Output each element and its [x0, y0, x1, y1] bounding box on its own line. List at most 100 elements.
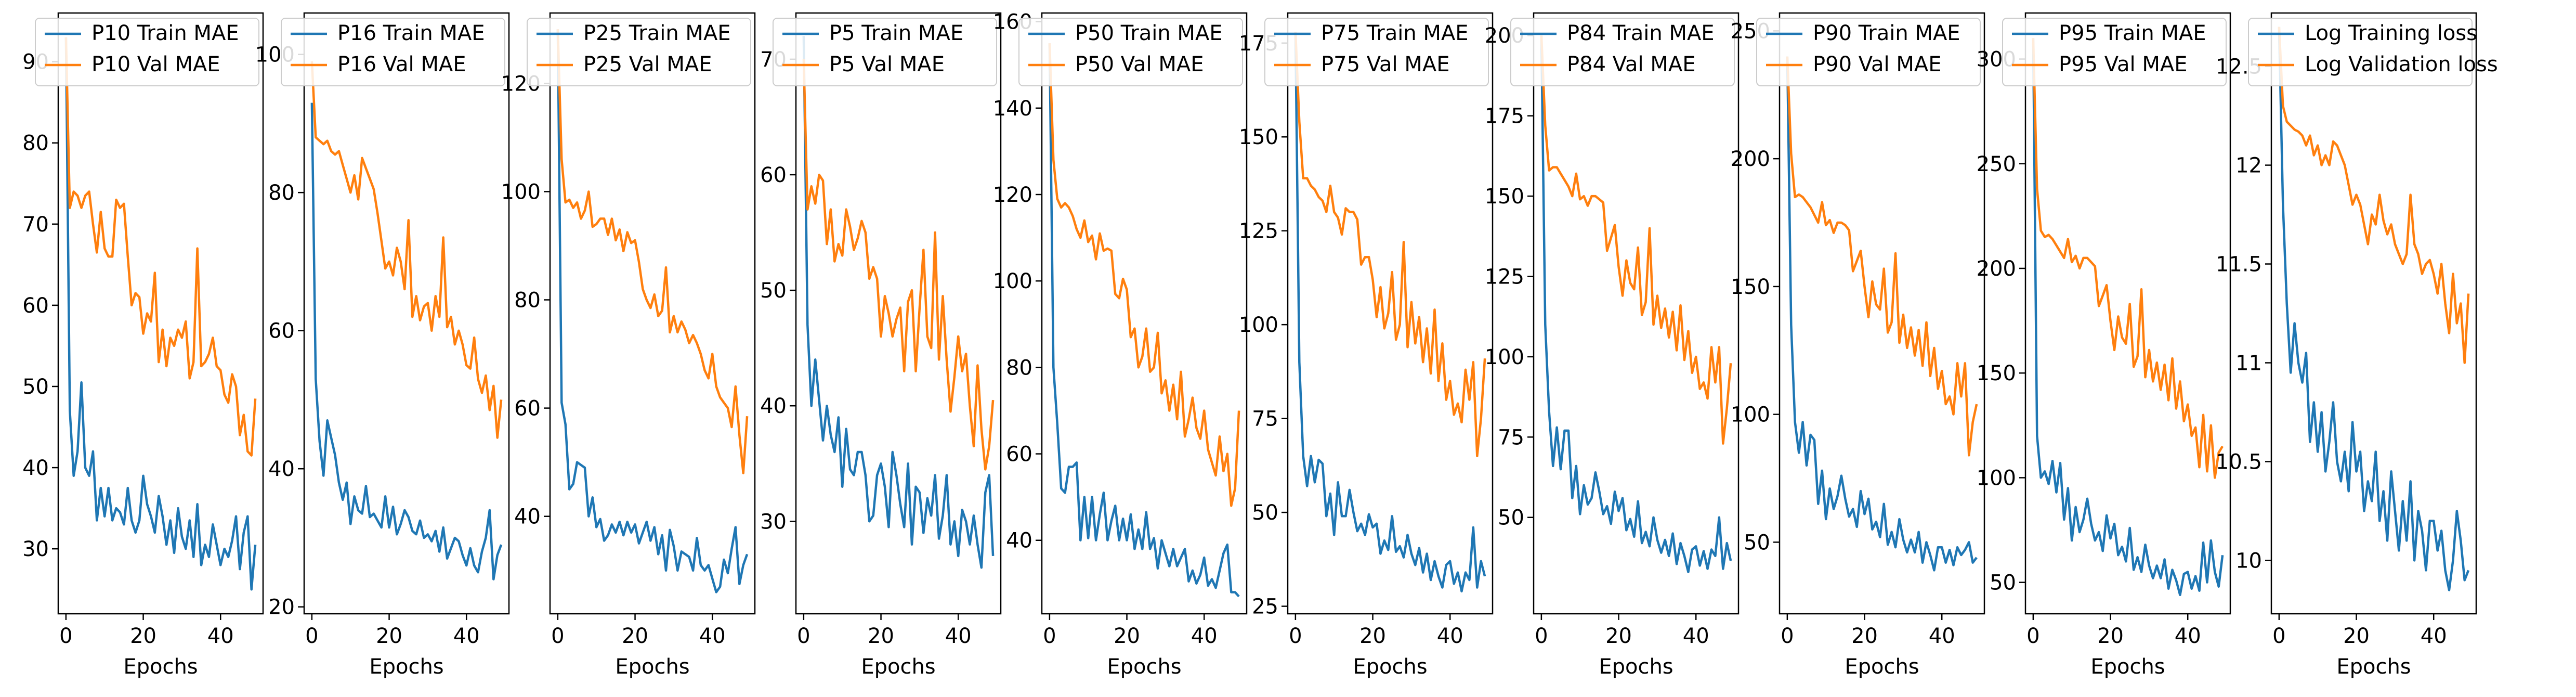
legend-box [35, 18, 259, 86]
legend: P16 Train MAE P16 Val MAE [281, 18, 505, 86]
legend-box [527, 18, 751, 86]
legend-entry: P84 Val MAE [1567, 53, 1695, 76]
x-tick-label: 0 [305, 624, 318, 648]
legend-entry: P16 Train MAE [337, 21, 485, 45]
x-tick-label: 40 [453, 624, 480, 648]
series-line-val [556, 29, 749, 474]
axes-frame [549, 12, 756, 615]
axes-frame [1287, 12, 1494, 615]
y-tick-label: 125 [1239, 220, 1278, 243]
y-tick-label: 50 [22, 375, 49, 399]
legend-entry: P25 Val MAE [583, 53, 712, 76]
x-tick-label: 40 [207, 624, 234, 648]
y-tick-label: 40 [1006, 529, 1032, 553]
axes-frame [2270, 12, 2477, 615]
y-tick-label: 50 [760, 279, 787, 303]
x-axis-label: Epochs [1353, 655, 1427, 679]
x-tick-label: 20 [1114, 624, 1140, 648]
y-tick-label: 60 [514, 397, 541, 421]
y-tick-label: 75 [1252, 407, 1278, 431]
x-tick-label: 20 [130, 624, 156, 648]
y-tick-label: 80 [1006, 356, 1032, 380]
x-axis-label: Epochs [123, 655, 198, 679]
x-axis-label: Epochs [1845, 655, 1919, 679]
y-tick-label: 150 [1731, 275, 1770, 299]
y-tick-label: 100 [1239, 313, 1278, 337]
series-line-val [1048, 43, 1240, 507]
x-tick-label: 0 [59, 624, 72, 648]
y-tick-label: 100 [993, 269, 1032, 293]
legend-entry: P90 Train MAE [1813, 21, 1960, 45]
series-line-train [2032, 38, 2224, 597]
y-tick-label: 50 [1498, 506, 1524, 530]
y-tick-label: 50 [1252, 501, 1278, 525]
y-tick-label: 11.5 [2216, 253, 2262, 277]
x-tick-label: 40 [1437, 624, 1463, 648]
y-tick-label: 30 [760, 510, 787, 534]
y-tick-label: 200 [1977, 257, 2016, 281]
y-tick-label: 150 [1977, 362, 2016, 385]
series-line-val [1786, 56, 1978, 457]
x-axis-label: Epochs [1599, 655, 1673, 679]
axes-frame [1779, 12, 1985, 615]
y-tick-label: 100 [501, 180, 541, 204]
legend-entry: P5 Val MAE [829, 53, 945, 76]
y-tick-label: 50 [1744, 531, 1770, 554]
legend-entry: P50 Val MAE [1075, 53, 1204, 76]
legend-box [2002, 18, 2227, 86]
y-tick-label: 25 [1252, 595, 1278, 619]
legend-entry: P5 Train MAE [829, 21, 963, 45]
x-axis-label: Epochs [615, 655, 689, 679]
series-line-val [64, 37, 257, 457]
x-tick-label: 40 [2421, 624, 2447, 648]
y-tick-label: 11 [2235, 351, 2262, 375]
y-tick-label: 80 [22, 132, 49, 156]
y-tick-label: 100 [1485, 345, 1524, 369]
legend-box [1018, 18, 1243, 86]
x-tick-label: 20 [1851, 624, 1878, 648]
axes-frame [795, 12, 1002, 615]
legend-entry: P95 Val MAE [2059, 53, 2187, 76]
legend: P10 Train MAE P10 Val MAE [35, 18, 259, 86]
y-tick-label: 60 [1006, 443, 1032, 467]
series-line-train [310, 102, 503, 580]
y-tick-label: 60 [268, 319, 295, 343]
legend-entry: P75 Train MAE [1321, 21, 1469, 45]
legend-entry: P84 Train MAE [1567, 21, 1715, 45]
legend-entry: P25 Train MAE [583, 21, 731, 45]
x-axis-label: Epochs [2336, 655, 2411, 679]
y-tick-label: 60 [22, 294, 49, 318]
legend-box [2248, 18, 2473, 86]
y-tick-label: 30 [22, 537, 49, 561]
legend: P95 Train MAE P95 Val MAE [2002, 18, 2227, 86]
x-tick-label: 0 [2026, 624, 2039, 648]
x-tick-label: 0 [2272, 624, 2285, 648]
legend-box [1756, 18, 1981, 86]
axes-frame [1041, 12, 1248, 615]
series-line-val [2278, 27, 2470, 364]
x-tick-label: 40 [1683, 624, 1709, 648]
legend-box [1264, 18, 1489, 86]
axes-frame [1533, 12, 1740, 615]
series-line-train [2278, 27, 2470, 591]
axes-frame [2024, 12, 2231, 615]
series-line-train [802, 36, 995, 569]
x-tick-label: 20 [868, 624, 894, 648]
y-tick-label: 80 [514, 288, 541, 312]
x-axis-label: Epochs [2090, 655, 2165, 679]
legend-entry: Log Training loss [2305, 21, 2477, 45]
axes-frame [57, 12, 264, 615]
y-tick-label: 150 [1485, 185, 1524, 209]
series-line-val [2032, 38, 2224, 479]
x-tick-label: 40 [699, 624, 726, 648]
series-line-train [1048, 43, 1240, 598]
x-tick-label: 40 [2175, 624, 2201, 648]
y-tick-label: 40 [22, 456, 49, 480]
legend-box [1510, 18, 1735, 86]
x-tick-label: 0 [1043, 624, 1056, 648]
y-tick-label: 10 [2235, 549, 2262, 573]
